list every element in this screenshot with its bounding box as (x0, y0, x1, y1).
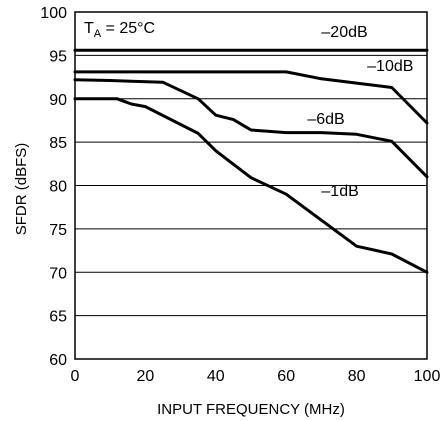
y-tick-label: 100 (40, 5, 67, 22)
series-label-0: –20dB (321, 24, 367, 41)
series-line-3 (73, 97, 429, 274)
grid-lines (75, 54, 427, 317)
y-axis-label: SFDR (dBFS) (13, 143, 30, 236)
tick-labels: 60 65 70 75 80 85 90 95 100 0 20 40 60 80 100 (40, 5, 440, 385)
y-tick-label: 75 (49, 222, 67, 239)
annotation-suffix: = 25°C (101, 20, 155, 37)
x-tick-label: 60 (277, 368, 295, 385)
x-tick-label: 0 (71, 368, 80, 385)
x-tick-label: 40 (207, 368, 225, 385)
series-label-2: –6dB (307, 111, 344, 128)
x-tick-label: 100 (414, 368, 441, 385)
series-line-2 (73, 78, 429, 179)
y-tick-label: 80 (49, 179, 67, 196)
y-tick-label: 65 (49, 309, 67, 326)
y-tick-label: 60 (49, 352, 67, 369)
annotation-subscript: A (94, 28, 102, 40)
x-axis-label: INPUT FREQUENCY (MHz) (157, 401, 345, 418)
series-label-1: –10dB (367, 58, 413, 75)
series-line-1 (73, 70, 429, 125)
x-tick-label: 20 (137, 368, 155, 385)
annotation-prefix: T (84, 20, 94, 37)
y-tick-label: 70 (49, 265, 67, 282)
temperature-annotation: TA = 25°C (84, 20, 155, 40)
y-tick-label: 90 (49, 92, 67, 109)
series-label-3: –1dB (321, 183, 358, 200)
y-tick-label: 95 (49, 48, 67, 65)
plot-frame (74, 11, 428, 360)
x-tick-label: 80 (348, 368, 366, 385)
series-labels: –20dB–10dB –6dB –1dB (307, 24, 413, 200)
series-lines (73, 48, 429, 274)
y-tick-label: 85 (49, 135, 67, 152)
